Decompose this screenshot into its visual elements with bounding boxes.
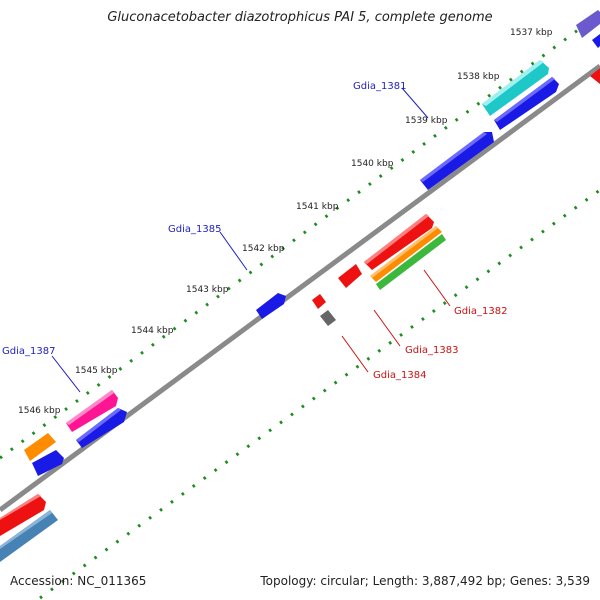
gene-blue-small[interactable]: [256, 293, 286, 319]
genome-backbone: [0, 63, 600, 513]
kbp-label-1543: 1543 kbp: [186, 285, 229, 295]
genome-title: Gluconacetobacter diazotrophicus PAI 5, …: [107, 10, 493, 25]
gene-red-right[interactable]: [590, 68, 600, 84]
gene-cyan[interactable]: [482, 60, 549, 116]
leader-gdia-1383: [373, 309, 401, 347]
kbp-label-1539: 1539 kbp: [405, 116, 448, 126]
kbp-label-1537: 1537 kbp: [510, 28, 553, 38]
gene-label-gdia-1385[interactable]: Gdia_1385: [168, 224, 221, 235]
kbp-label-1540: 1540 kbp: [351, 159, 394, 169]
leader-gdia-1382: [423, 269, 451, 307]
gene-steelblue-lower-left[interactable]: [0, 510, 58, 562]
gene-label-gdia-1382[interactable]: Gdia_1382: [454, 306, 507, 317]
gene-orange-gdia-1382[interactable]: [370, 226, 442, 282]
inner-dotted-ring: [39, 188, 600, 600]
gene-purple[interactable]: [576, 10, 600, 38]
gene-label-gdia-1381[interactable]: Gdia_1381: [353, 81, 406, 92]
kbp-label-1545: 1545 kbp: [75, 366, 118, 376]
gene-label-gdia-1383[interactable]: Gdia_1383: [405, 345, 458, 356]
leader-gdia-1387: [51, 355, 81, 393]
gene-red-gdia-1382[interactable]: [364, 214, 434, 270]
gene-gray[interactable]: [320, 310, 336, 326]
gene-blue-lower[interactable]: [76, 408, 127, 448]
gene-magenta[interactable]: [66, 390, 118, 432]
kbp-label-1542: 1542 kbp: [242, 244, 285, 254]
kbp-label-1546: 1546 kbp: [18, 406, 61, 416]
gene-red-gdia-1384[interactable]: [312, 294, 326, 309]
gene-blue-left[interactable]: [32, 450, 64, 476]
outer-dotted-ring: [0, 25, 583, 460]
leader-gdia-1381: [401, 87, 429, 119]
kbp-label-1541: 1541 kbp: [296, 202, 339, 212]
leader-gdia-1385: [219, 231, 248, 271]
leader-gdia-1384: [341, 335, 369, 373]
gene-label-gdia-1387[interactable]: Gdia_1387: [2, 346, 55, 357]
gene-blue-middle[interactable]: [420, 132, 494, 190]
gene-red-lower-left[interactable]: [0, 494, 46, 536]
kbp-label-1538: 1538 kbp: [457, 72, 500, 82]
gene-label-gdia-1384[interactable]: Gdia_1384: [373, 370, 426, 381]
gene-blue-upper[interactable]: [494, 77, 559, 130]
kbp-label-1544: 1544 kbp: [131, 326, 174, 336]
gene-blue-top-right[interactable]: [592, 34, 600, 48]
gene-green-gdia-1382[interactable]: [376, 234, 446, 290]
accession-text: Accession: NC_011365: [10, 574, 147, 588]
gene-red-gdia-1383[interactable]: [338, 264, 362, 288]
topology-text: Topology: circular; Length: 3,887,492 bp…: [260, 574, 590, 588]
gene-orange-left[interactable]: [24, 433, 56, 461]
